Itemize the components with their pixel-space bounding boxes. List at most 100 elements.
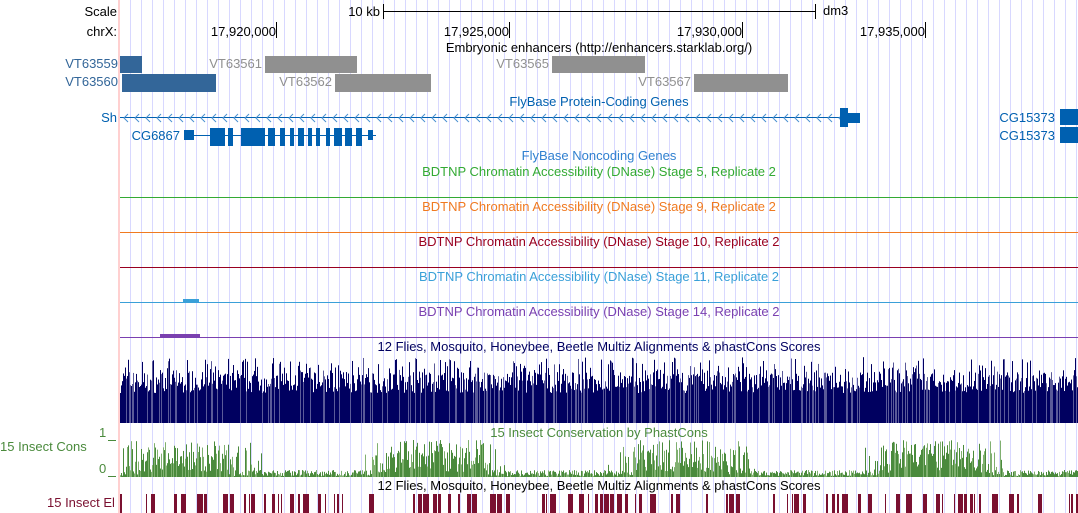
- enhancer-feature[interactable]: [265, 56, 357, 73]
- multiz-bar: [374, 379, 375, 423]
- gene-cg6867-utr[interactable]: [184, 130, 194, 140]
- gene-sh-intron[interactable]: [120, 117, 840, 118]
- multiz-bar: [662, 386, 663, 423]
- gene-cg6867-exon[interactable]: [308, 128, 312, 146]
- dnase-stage5-signal[interactable]: [120, 197, 1078, 198]
- multiz-bar: [1036, 377, 1037, 423]
- gene-sh-exon[interactable]: [840, 108, 848, 127]
- dnase-stage11-signal[interactable]: [120, 302, 1078, 303]
- elements-side-label[interactable]: 15 Insect El: [47, 495, 115, 510]
- gene-label-cg15373[interactable]: CG15373: [999, 110, 1055, 125]
- conserved-element: [617, 494, 622, 513]
- multiz-bar: [842, 386, 843, 423]
- cons-bar: [522, 474, 523, 477]
- multiz-bar: [856, 389, 857, 423]
- cons-bar: [668, 452, 669, 477]
- cons-bar: [807, 473, 808, 477]
- gene-cg15373-exon[interactable]: [1060, 109, 1078, 125]
- cons-bar: [500, 466, 501, 477]
- multiz-bar: [169, 358, 170, 423]
- gene-cg6867-exon[interactable]: [334, 128, 342, 146]
- gene-label-cg6867[interactable]: CG6867: [131, 128, 180, 143]
- cons-bar: [758, 470, 759, 477]
- enhancer-feature[interactable]: [552, 56, 645, 73]
- multiz-bar: [637, 385, 638, 423]
- cons-bar: [868, 472, 869, 477]
- cons-bar: [395, 471, 396, 477]
- enhancer-feature[interactable]: [335, 74, 431, 92]
- gene-cg6867-exon[interactable]: [345, 128, 352, 146]
- gene-cg6867-exon[interactable]: [356, 128, 362, 146]
- multiz-wiggle[interactable]: [120, 356, 1078, 423]
- cons-side-label[interactable]: 15 Insect Cons: [0, 439, 87, 454]
- multiz-bar: [161, 374, 162, 423]
- conserved-element: [579, 494, 584, 513]
- cons-bar: [461, 464, 462, 477]
- multiz-bar: [633, 358, 634, 423]
- conserved-element: [467, 494, 471, 513]
- gene-cg6867-exon[interactable]: [290, 128, 294, 146]
- conserved-element: [458, 494, 460, 513]
- enhancer-label[interactable]: VT63561: [209, 56, 262, 71]
- cons-wiggle[interactable]: [120, 440, 1078, 477]
- dnase-stage9-title: BDTNP Chromatin Accessibility (DNase) St…: [422, 199, 776, 214]
- multiz-bar: [397, 384, 398, 423]
- enhancer-feature[interactable]: [694, 74, 788, 92]
- cons-bar: [1063, 471, 1064, 477]
- multiz-bar: [882, 386, 883, 423]
- multiz-bar: [913, 367, 914, 423]
- gene-cg6867-exon[interactable]: [368, 130, 373, 140]
- multiz-bar: [1063, 370, 1064, 423]
- cons-bar: [373, 459, 374, 477]
- multiz-bar: [511, 377, 512, 423]
- dnase-stage10-signal[interactable]: [120, 267, 1078, 268]
- gene-cg15373-exon[interactable]: [1060, 127, 1078, 143]
- cons-bar: [248, 470, 249, 477]
- cons-bar: [853, 470, 854, 477]
- gene-cg6867-exon[interactable]: [316, 128, 320, 146]
- enhancer-label[interactable]: VT63562: [279, 74, 332, 89]
- cons-bar: [841, 472, 842, 477]
- cons-bar: [491, 475, 492, 477]
- multiz-bar: [468, 379, 469, 423]
- multiz-bar: [493, 374, 494, 423]
- dnase-stage9-signal[interactable]: [120, 232, 1078, 233]
- gene-label-cg15373[interactable]: CG15373: [999, 128, 1055, 143]
- enhancer-feature[interactable]: [120, 56, 142, 73]
- multiz-bar: [444, 373, 445, 423]
- cons-bar: [479, 454, 480, 477]
- multiz-bar: [188, 372, 189, 423]
- cons-bar: [896, 443, 897, 477]
- multiz-bar: [551, 392, 552, 423]
- cons-bar: [435, 451, 436, 477]
- gene-cg6867-exon[interactable]: [268, 128, 275, 146]
- elements-track[interactable]: [120, 494, 1078, 513]
- cons-bar: [440, 440, 441, 477]
- multiz-bar: [881, 380, 882, 423]
- gene-cg6867-exon[interactable]: [298, 128, 304, 146]
- gene-cg6867-exon[interactable]: [241, 128, 265, 146]
- gene-cg6867-exon[interactable]: [326, 128, 330, 146]
- enhancer-label[interactable]: VT63560: [65, 74, 118, 89]
- gene-label-sh[interactable]: Sh: [101, 110, 117, 125]
- gene-cg6867-exon[interactable]: [228, 128, 233, 146]
- multiz-bar: [834, 387, 835, 423]
- enhancer-label[interactable]: VT63567: [638, 74, 691, 89]
- multiz-bar: [618, 375, 619, 423]
- gene-cg6867-exon[interactable]: [280, 128, 285, 146]
- enhancer-feature[interactable]: [122, 74, 216, 92]
- cons-bar: [378, 471, 379, 477]
- cons-bar: [700, 463, 701, 477]
- enhancer-label[interactable]: VT63559: [65, 56, 118, 71]
- multiz-bar: [366, 374, 367, 423]
- dnase-stage14-signal[interactable]: [120, 337, 1078, 338]
- cons-bar: [966, 457, 967, 477]
- multiz-bar: [263, 391, 264, 423]
- gene-sh-utr[interactable]: [848, 113, 860, 123]
- multiz-bar: [737, 379, 738, 423]
- gene-cg6867-exon[interactable]: [210, 128, 225, 146]
- cons-bar: [280, 472, 281, 477]
- enhancer-label[interactable]: VT63565: [496, 56, 549, 71]
- conserved-element: [773, 494, 775, 513]
- multiz-bar: [254, 370, 255, 423]
